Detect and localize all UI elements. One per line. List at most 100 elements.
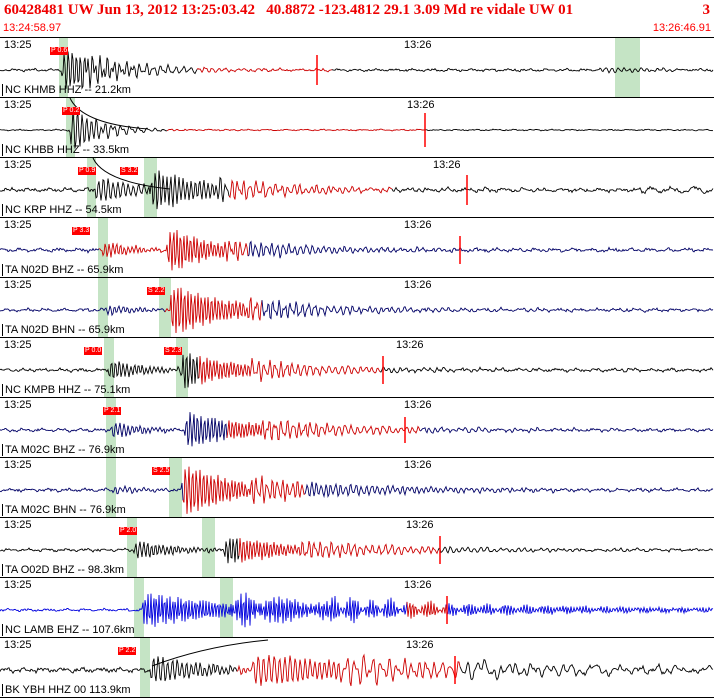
pick-flag[interactable]: P 0.0 xyxy=(84,347,103,355)
waveform-trace xyxy=(182,466,306,514)
station-label: TA M02C BHN -- 76.9km xyxy=(2,504,126,516)
station-label: NC KHMB HHZ -- 21.2km xyxy=(2,84,131,96)
axis-tick-icon xyxy=(2,144,3,156)
waveform-trace xyxy=(0,538,240,564)
waveform-canvas[interactable] xyxy=(0,98,714,157)
pick-bands xyxy=(0,98,714,157)
waveform-trace xyxy=(247,240,714,259)
trace-row[interactable]: 13:25 13:26 TA M02C BHZ -- 76.9km P 2.1 xyxy=(0,398,714,458)
waveform-canvas[interactable] xyxy=(0,578,714,637)
phase-window-band xyxy=(87,158,96,217)
waveform-trace xyxy=(0,353,200,389)
waveform-trace xyxy=(331,66,714,74)
time-label-mid: 13:26 xyxy=(404,579,432,591)
time-label-start: 13:25 xyxy=(4,219,32,231)
waveform-canvas[interactable] xyxy=(0,518,714,577)
pick-flag[interactable]: P 0.2 xyxy=(62,107,81,115)
time-label-mid: 13:26 xyxy=(406,639,434,651)
waveform-trace xyxy=(0,412,228,447)
station-label-text: NC LAMB EHZ -- 107.6km xyxy=(5,624,135,636)
phase-window-band xyxy=(106,458,116,517)
station-label: NC LAMB EHZ -- 107.6km xyxy=(2,624,135,636)
time-label-start: 13:25 xyxy=(4,99,32,111)
trace-row[interactable]: 13:25 13:26 TA M02C BHN -- 76.9km S 2.5 xyxy=(0,458,714,518)
waveform-trace xyxy=(261,299,714,320)
waveform-canvas[interactable] xyxy=(0,638,714,697)
waveform-trace xyxy=(0,592,408,628)
waveform-trace xyxy=(419,426,714,434)
window-end-time: 13:26:46.91 xyxy=(652,22,711,34)
trace-row[interactable]: 13:25 13:26 TA N02D BHN -- 65.9km S 2.2 xyxy=(0,278,714,338)
axis-tick-icon xyxy=(2,624,3,636)
waveform-canvas[interactable] xyxy=(0,218,714,277)
waveform-trace xyxy=(198,355,381,385)
time-label-mid: 13:26 xyxy=(404,459,432,471)
station-label-text: NC KRP HHZ -- 54.5km xyxy=(5,204,122,216)
page-number: 3 xyxy=(702,2,711,18)
trace-row[interactable]: 13:25 13:26 TA N02D BHZ -- 65.9km P 3.3 xyxy=(0,218,714,278)
waveform-trace xyxy=(0,170,230,210)
station-label: TA N02D BHN -- 65.9km xyxy=(2,324,125,336)
station-label-text: TA M02C BHN -- 76.9km xyxy=(5,504,126,516)
axis-tick-icon xyxy=(2,444,3,456)
trace-row[interactable]: 13:25 13:26 NC LAMB EHZ -- 107.6km xyxy=(0,578,714,638)
axis-tick-icon xyxy=(2,204,3,216)
station-label: TA N02D BHZ -- 65.9km xyxy=(2,264,123,276)
phase-window-band xyxy=(98,278,108,337)
pick-flag[interactable]: S 2.5 xyxy=(152,467,171,475)
time-label-start: 13:25 xyxy=(4,579,32,591)
waveform-canvas[interactable] xyxy=(0,278,714,337)
time-label-mid: 13:26 xyxy=(404,279,432,291)
phase-window-band xyxy=(140,638,150,697)
phase-window-band xyxy=(615,38,640,97)
waveform-trace xyxy=(423,128,714,132)
phase-window-band xyxy=(104,338,114,397)
time-label-start: 13:25 xyxy=(4,39,32,51)
station-label-text: NC KMPB HHZ -- 75.1km xyxy=(5,384,131,396)
trace-row[interactable]: 13:25 13:26 NC KMPB HHZ -- 75.1km P 0.0 S… xyxy=(0,338,714,398)
waveform-trace xyxy=(0,482,184,501)
traveltime-curve xyxy=(69,98,149,130)
waveform-canvas[interactable] xyxy=(0,398,714,457)
phase-window-band xyxy=(169,458,182,517)
station-label-text: NC KHMB HHZ -- 21.2km xyxy=(5,84,131,96)
pick-flag[interactable]: P 2.0 xyxy=(119,527,138,535)
pick-bands xyxy=(0,398,714,457)
pick-flag[interactable]: P 2.2 xyxy=(118,647,137,655)
time-label-start: 13:25 xyxy=(4,159,32,171)
waveform-trace xyxy=(0,51,198,90)
waveform-trace xyxy=(238,538,439,563)
pick-flag[interactable]: P 0.9 xyxy=(78,167,97,175)
waveform-canvas[interactable] xyxy=(0,458,714,517)
station-label-text: TA M02C BHZ -- 76.9km xyxy=(5,444,125,456)
pick-flag[interactable]: S 2.3 xyxy=(164,347,183,355)
waveform-trace xyxy=(0,304,166,317)
trace-panels: 13:25 13:26 NC KHMB HHZ -- 21.2km P 0.6 … xyxy=(0,37,714,698)
waveform-trace xyxy=(196,66,333,74)
phase-window-band xyxy=(106,398,116,457)
waveform-canvas[interactable] xyxy=(0,338,714,397)
pick-flag[interactable]: S 2.2 xyxy=(147,287,166,295)
trace-row[interactable]: 13:25 13:26 NC KRP HHZ -- 54.5km P 0.9 S … xyxy=(0,158,714,218)
waveform-trace xyxy=(437,545,714,554)
pick-flag[interactable]: P 3.3 xyxy=(72,227,91,235)
station-label: NC KMPB HHZ -- 75.1km xyxy=(2,384,130,396)
trace-row[interactable]: 13:25 13:26 NC KHBB HHZ -- 33.5km P 0.2 xyxy=(0,98,714,158)
station-label-text: TA N02D BHN -- 65.9km xyxy=(5,324,125,336)
time-label-start: 13:25 xyxy=(4,279,32,291)
trace-row[interactable]: 13:25 13:26 TA O02D BHZ -- 98.3km P 2.0 xyxy=(0,518,714,578)
trace-row[interactable]: 13:25 13:26 BK YBH HHZ 00 113.9km P 2.2 xyxy=(0,638,714,698)
waveform-canvas[interactable] xyxy=(0,158,714,217)
phase-window-band xyxy=(134,578,144,637)
pick-flag[interactable]: P 2.1 xyxy=(103,407,122,415)
phase-window-band xyxy=(98,218,108,277)
waveform-trace xyxy=(236,653,461,687)
pick-flag[interactable]: P 0.6 xyxy=(50,47,69,55)
station-label-text: NC KHBB HHZ -- 33.5km xyxy=(5,144,130,156)
waveform-trace xyxy=(0,247,100,254)
waveform-trace xyxy=(0,656,238,682)
trace-row[interactable]: 13:25 13:26 NC KHMB HHZ -- 21.2km P 0.6 xyxy=(0,38,714,98)
station-label: TA O02D BHZ -- 98.3km xyxy=(2,564,124,576)
pick-flag[interactable]: S 3.2 xyxy=(120,167,139,175)
waveform-canvas[interactable] xyxy=(0,38,714,97)
